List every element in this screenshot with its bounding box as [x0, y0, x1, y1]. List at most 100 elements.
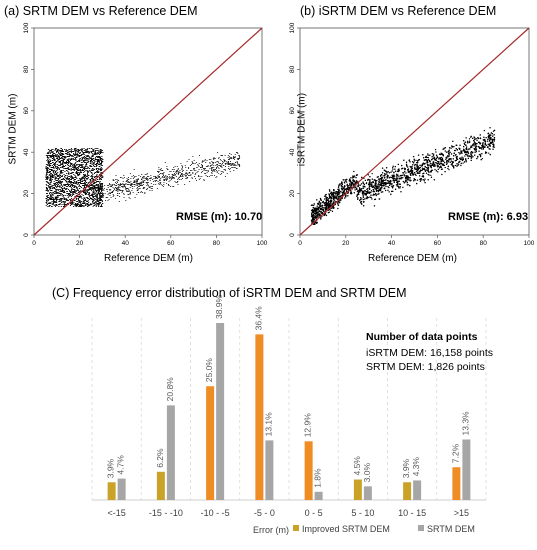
scatter-point [63, 198, 65, 199]
scatter-point [99, 151, 102, 152]
scatter-point [77, 154, 79, 155]
scatter-point [61, 173, 63, 174]
scatter-point [50, 188, 52, 189]
scatter-point [49, 199, 51, 200]
scatter-point [51, 206, 53, 207]
scatter-point [177, 179, 179, 180]
scatter-point [62, 158, 64, 159]
scatter-point [95, 159, 97, 160]
scatter-point [48, 206, 50, 207]
scatter-point [51, 199, 53, 200]
scatter-point [65, 165, 67, 166]
scatter-point [224, 170, 226, 171]
scatter-point [88, 199, 90, 200]
scatter-point [166, 183, 168, 184]
scatter-point [98, 153, 100, 154]
scatter-point [205, 170, 207, 171]
scatter-point [79, 195, 81, 196]
scatter-point [94, 198, 96, 199]
scatter-point [70, 155, 72, 156]
scatter-point [165, 175, 167, 176]
scatter-point [200, 167, 202, 168]
scatter-point [75, 193, 77, 194]
scatter-point [234, 154, 236, 155]
scatter-point [86, 185, 88, 186]
scatter-point [101, 190, 103, 191]
scatter-point [59, 172, 61, 173]
scatter-point [97, 204, 99, 205]
scatter-point [80, 162, 82, 163]
scatter-point [60, 179, 62, 180]
scatter-point [93, 169, 95, 170]
scatter-point [68, 182, 70, 183]
scatter-point [99, 158, 101, 159]
scatter-point [78, 166, 80, 167]
scatter-point [69, 163, 72, 164]
scatter-point [64, 179, 66, 180]
scatter-point [143, 181, 145, 182]
scatter-point [93, 169, 96, 170]
scatter-point [116, 193, 118, 194]
scatter-point [188, 167, 190, 168]
scatter-point [118, 201, 120, 202]
scatter-point [50, 198, 52, 199]
scatter-point [57, 165, 60, 166]
scatter-point [101, 188, 103, 189]
scatter-point [78, 170, 80, 171]
x-tick-label: 0 [298, 240, 302, 247]
scatter-point [100, 150, 102, 151]
scatter-point [52, 192, 54, 193]
scatter-point [48, 187, 50, 188]
scatter-point [46, 188, 48, 189]
scatter-point [220, 163, 222, 164]
scatter-point [173, 171, 175, 172]
scatter-point [63, 201, 65, 202]
scatter-point [205, 166, 207, 167]
scatter-point [107, 194, 109, 195]
scatter-point [47, 170, 49, 171]
scatter-point [174, 181, 176, 182]
scatter-point [77, 174, 80, 175]
scatter-point [73, 168, 75, 169]
scatter-point [45, 166, 47, 167]
scatter-point [213, 169, 215, 170]
scatter-point [354, 181, 356, 184]
scatter-point [91, 177, 93, 178]
scatter-point [55, 205, 57, 206]
scatter-point [203, 161, 205, 162]
scatter-point [86, 151, 89, 152]
scatter-point [47, 159, 49, 160]
scatter-point [96, 200, 98, 201]
scatter-point [86, 162, 88, 163]
scatter-point [149, 178, 151, 179]
scatter-point [228, 161, 230, 162]
scatter-point [100, 164, 102, 165]
scatter-point [47, 203, 49, 204]
scatter-point [84, 171, 86, 172]
scatter-point [127, 179, 129, 180]
scatter-point [63, 168, 65, 169]
scatter-point [77, 180, 79, 181]
scatter-point [122, 178, 124, 179]
scatter-point [52, 198, 54, 199]
scatter-point [74, 182, 76, 183]
scatter-point [462, 157, 465, 159]
scatter-point [56, 170, 58, 171]
scatter-point [59, 187, 61, 188]
scatter-point [63, 163, 65, 164]
scatter-point [64, 166, 66, 167]
scatter-point [102, 177, 104, 178]
scatter-point [172, 175, 174, 176]
scatter-point [460, 152, 462, 154]
scatter-point [189, 181, 191, 182]
scatter-point [110, 192, 112, 193]
scatter-point [444, 150, 446, 152]
scatter-point [115, 187, 117, 188]
scatter-point [99, 170, 102, 171]
scatter-point [45, 184, 47, 185]
scatter-point [100, 173, 102, 174]
scatter-point [88, 157, 91, 158]
scatter-point [493, 146, 496, 148]
scatter-point [100, 189, 102, 190]
scatter-point [49, 197, 51, 198]
